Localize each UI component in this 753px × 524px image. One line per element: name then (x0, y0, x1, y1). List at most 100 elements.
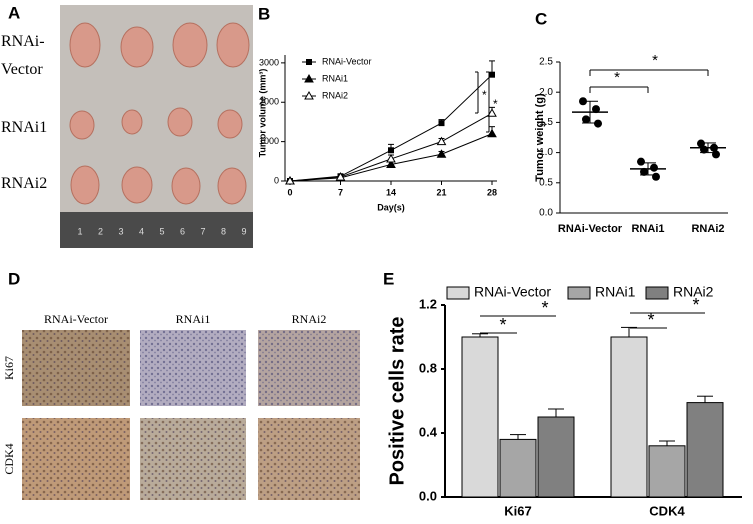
legend-swatch (645, 286, 669, 300)
annotation: * (541, 298, 548, 318)
x-tick-label: Ki67 (504, 503, 531, 518)
panel-letter: B (258, 4, 270, 23)
legend-label: RNAi-Vector (474, 284, 551, 300)
ruler-label: 6 (180, 226, 185, 236)
micrograph-cells (22, 418, 130, 500)
marker (386, 153, 396, 163)
tumor (217, 109, 243, 139)
y-tick-label: 0 (274, 175, 279, 185)
dot (637, 157, 645, 166)
y-axis-label: Tumor volume (mm³) (257, 69, 267, 158)
micrograph-cells (140, 330, 246, 406)
bar (537, 416, 575, 498)
marker (436, 136, 447, 146)
ruler-label: 7 (200, 226, 205, 236)
dot (579, 97, 587, 106)
y-tick-label: 1000 (259, 136, 279, 146)
column-label: RNAi2 (292, 312, 327, 326)
x-tick-label: 0 (287, 187, 292, 197)
marker (487, 128, 497, 138)
legend-label: RNAi1 (595, 284, 636, 300)
x-tick-label: 14 (386, 187, 396, 197)
tumor (120, 26, 154, 68)
y-axis-label: Positive cells rate (386, 317, 408, 486)
row-label: RNAi1 (1, 119, 48, 136)
y-tick-label: 3000 (259, 57, 279, 67)
x-tick-label: RNAi1 (631, 223, 664, 235)
dot (712, 150, 720, 159)
tumor (172, 22, 208, 68)
ruler-label: 5 (159, 226, 164, 236)
legend-swatch (446, 286, 470, 300)
y-tick-label: 1.0 (539, 147, 553, 158)
dot (582, 115, 590, 124)
legend-label: RNAi1 (322, 73, 348, 83)
row-label: CDK4 (2, 443, 16, 474)
panel-letter: C (535, 9, 547, 28)
dot (650, 163, 658, 172)
y-tick-label: 0.5 (539, 177, 553, 188)
annotation: * (499, 315, 506, 335)
bar (610, 336, 648, 498)
y-tick-label: 1.2 (419, 296, 437, 311)
legend-marker (304, 90, 314, 100)
dot (594, 119, 602, 128)
legend-label: RNAi2 (673, 284, 714, 300)
y-tick-label: 2.5 (539, 57, 553, 68)
x-tick-label: 28 (487, 187, 497, 197)
ruler-label: 3 (118, 226, 123, 236)
tumor (171, 167, 201, 205)
ruler-label: 1 (77, 226, 82, 236)
y-tick-label: 0.4 (419, 424, 438, 439)
dot (697, 139, 705, 148)
y-tick-label: 0.0 (539, 208, 553, 219)
marker (285, 175, 295, 185)
panel-a: A 1 2 3 4 5 6 7 8 9 (8, 3, 253, 248)
row-label: RNAi-Vector (1, 33, 45, 78)
y-tick-label: 2000 (259, 97, 279, 107)
x-tick-label: RNAi2 (691, 223, 724, 235)
annotation: * (493, 97, 498, 111)
marker (335, 172, 346, 181)
marker (386, 159, 396, 168)
marker (487, 108, 497, 117)
annotation: * (482, 88, 487, 102)
dot (652, 172, 660, 181)
bar (499, 438, 537, 498)
bar (686, 402, 724, 498)
x-tick-label: 7 (338, 187, 343, 197)
tumor (69, 110, 95, 140)
marker (388, 147, 394, 154)
ruler-label: 2 (98, 226, 103, 236)
y-tick-label: 1.5 (539, 117, 553, 128)
annotation: * (692, 295, 699, 315)
legend-marker (304, 73, 314, 83)
marker (436, 149, 447, 158)
row-label: Ki67 (2, 356, 16, 380)
column-label: RNAi1 (176, 312, 211, 326)
dot (710, 143, 718, 152)
y-tick-label: 2.0 (539, 87, 553, 98)
ruler-label: 4 (139, 226, 144, 236)
dot (700, 145, 708, 154)
marker (489, 71, 495, 78)
ruler-label: 8 (221, 226, 226, 236)
bar (648, 445, 686, 498)
marker (438, 120, 445, 127)
tumor (216, 22, 250, 68)
micrograph-cells (258, 330, 360, 406)
panel-letter: E (383, 269, 394, 288)
dot (640, 167, 648, 176)
y-tick-label: 0.8 (419, 360, 437, 375)
tumor (121, 166, 153, 204)
tumor (70, 165, 100, 205)
micrograph-cells (22, 330, 130, 406)
legend-marker (306, 59, 312, 65)
tumor (69, 22, 101, 68)
tumor (121, 109, 143, 135)
ruler (60, 212, 253, 248)
legend-label: RNAi-Vector (322, 56, 372, 66)
tumor (217, 167, 247, 205)
x-tick-label: CDK4 (649, 503, 685, 518)
